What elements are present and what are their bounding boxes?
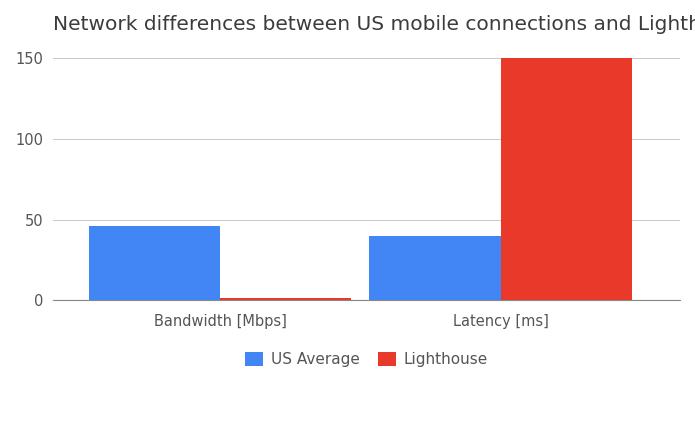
Bar [88, 226, 220, 300]
Text: Network differences between US mobile connections and Lighthouse tests: Network differences between US mobile co… [53, 15, 695, 34]
Bar [369, 236, 501, 300]
Legend: US Average, Lighthouse: US Average, Lighthouse [238, 346, 494, 373]
Bar [501, 57, 632, 300]
Bar [220, 298, 352, 300]
